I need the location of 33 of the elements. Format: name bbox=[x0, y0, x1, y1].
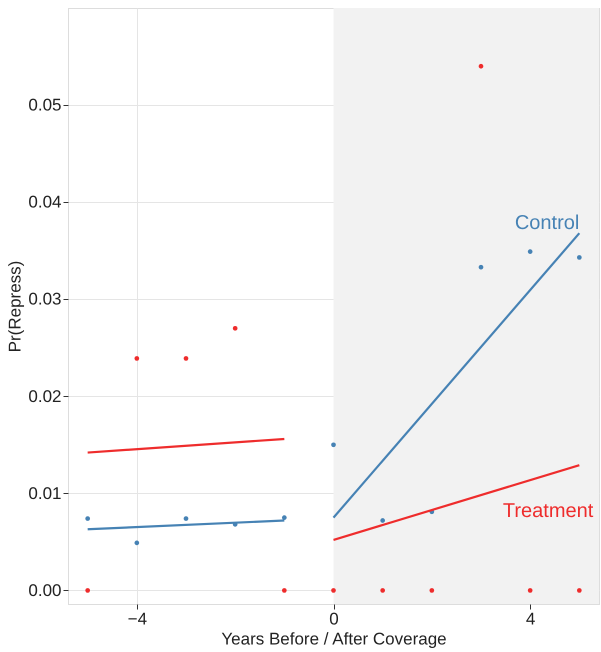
y-tick-label: 0.04 bbox=[28, 192, 62, 212]
y-tick-label: 0.05 bbox=[28, 96, 62, 115]
x-axis-title: Years Before / After Coverage bbox=[221, 630, 447, 648]
point bbox=[331, 588, 336, 593]
y-tick-label: 0.02 bbox=[28, 386, 62, 406]
y-tick-label: 0.01 bbox=[28, 484, 62, 503]
x-tick-label: −4 bbox=[128, 610, 148, 628]
point bbox=[576, 588, 582, 593]
point bbox=[478, 64, 484, 69]
point bbox=[134, 356, 140, 361]
x-tick-label: 4 bbox=[526, 610, 536, 628]
point bbox=[478, 264, 484, 270]
point bbox=[380, 518, 386, 523]
point bbox=[85, 588, 90, 593]
point bbox=[380, 588, 386, 593]
point bbox=[528, 249, 533, 254]
point bbox=[282, 588, 287, 593]
point bbox=[134, 540, 140, 546]
point bbox=[282, 515, 287, 520]
point bbox=[331, 442, 336, 448]
point bbox=[576, 255, 582, 260]
point bbox=[184, 516, 188, 521]
point bbox=[232, 326, 238, 331]
point bbox=[85, 516, 90, 521]
x-tick-label: 0 bbox=[329, 610, 339, 628]
y-tick-label: 0.03 bbox=[28, 290, 62, 309]
point bbox=[528, 588, 533, 593]
point bbox=[429, 588, 434, 593]
point bbox=[184, 356, 188, 361]
y-axis-title: Pr(Repress) bbox=[5, 260, 24, 352]
series-label: Control bbox=[514, 212, 580, 234]
series-label: Treatment bbox=[502, 500, 594, 522]
y-tick-label: 0.00 bbox=[28, 580, 62, 600]
